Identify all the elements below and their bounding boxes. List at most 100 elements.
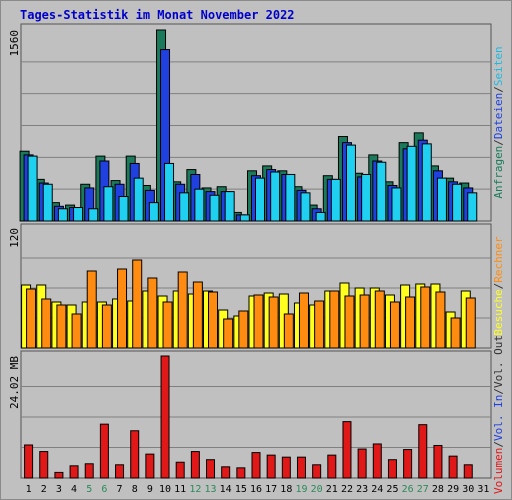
bar-hits-seiten-day-13 <box>209 194 220 222</box>
bar-hits-seiten-day-10 <box>164 162 175 222</box>
bar-visits-rechner-day-9 <box>147 277 158 349</box>
bar-volume-volumen-day-11 <box>175 461 185 479</box>
bar-hits-seiten-day-8 <box>133 177 144 222</box>
bar-hits-seiten-day-20 <box>315 211 326 222</box>
day-label-18: 18 <box>280 484 292 495</box>
legend-item: Vol. In <box>492 395 505 441</box>
bar-visits-rechner-day-13 <box>208 291 219 349</box>
bar-visits-rechner-day-28 <box>435 291 446 349</box>
bar-volume-volumen-day-14 <box>221 466 231 479</box>
bar-visits-rechner-day-24 <box>374 290 385 349</box>
bar-volume-volumen-day-19 <box>296 456 306 479</box>
bar-visits-rechner-day-29 <box>450 317 461 349</box>
day-label-6: 6 <box>101 484 107 495</box>
bar-visits-rechner-day-30 <box>465 297 476 349</box>
legend-item: Volumen <box>492 448 505 494</box>
bar-volume-volumen-day-6 <box>99 423 109 479</box>
bar-hits-seiten-day-21 <box>330 178 341 222</box>
bar-visits-rechner-day-14 <box>223 318 234 349</box>
day-label-19: 19 <box>295 484 307 495</box>
day-label-3: 3 <box>56 484 62 495</box>
bar-visits-rechner-day-12 <box>192 281 203 349</box>
day-label-26: 26 <box>402 484 414 495</box>
legend-item: Anfragen <box>492 146 505 199</box>
panel-volume-legend: Volumen/Vol. In/Vol. Out <box>492 335 505 494</box>
bar-volume-volumen-day-15 <box>236 467 246 479</box>
bar-volume-volumen-day-21 <box>327 454 337 479</box>
bar-hits-seiten-day-26 <box>406 145 417 222</box>
day-label-23: 23 <box>356 484 368 495</box>
day-label-10: 10 <box>159 484 171 495</box>
bar-volume-volumen-day-22 <box>342 421 352 479</box>
bar-visits-rechner-day-1 <box>26 288 37 349</box>
bar-hits-seiten-day-17 <box>270 171 281 222</box>
bar-hits-seiten-day-5 <box>88 208 99 222</box>
day-label-2: 2 <box>41 484 47 495</box>
bar-visits-rechner-day-16 <box>253 294 264 349</box>
chart-title: Tages-Statistik im Monat November 2022 <box>20 8 295 22</box>
bar-volume-volumen-day-13 <box>206 459 216 479</box>
bar-hits-seiten-day-16 <box>255 177 265 222</box>
day-label-13: 13 <box>204 484 216 495</box>
legend-item: / <box>492 86 505 93</box>
bar-visits-rechner-day-26 <box>405 296 416 349</box>
bar-visits-rechner-day-8 <box>132 259 143 349</box>
bar-volume-volumen-day-2 <box>39 451 49 479</box>
bar-hits-seiten-day-18 <box>285 173 296 222</box>
bar-hits-seiten-day-25 <box>391 187 402 222</box>
bar-visits-rechner-day-15 <box>238 310 249 349</box>
day-label-31: 31 <box>477 484 489 495</box>
legend-item: Vol. Out <box>492 335 505 388</box>
day-label-28: 28 <box>432 484 444 495</box>
legend-item: Rechner <box>492 236 505 283</box>
day-label-29: 29 <box>447 484 459 495</box>
bar-visits-rechner-day-3 <box>56 304 67 349</box>
bar-hits-seiten-day-7 <box>118 196 129 222</box>
bar-hits-seiten-day-23 <box>361 173 372 222</box>
legend-item: Dateien <box>492 93 505 139</box>
legend-item: / <box>492 139 505 146</box>
bar-visits-rechner-day-11 <box>177 271 188 349</box>
day-label-22: 22 <box>341 484 353 495</box>
bar-volume-volumen-day-9 <box>145 453 155 479</box>
bar-volume-volumen-day-1 <box>24 444 34 479</box>
bar-volume-volumen-day-18 <box>281 456 291 479</box>
panel-hits-legend: Anfragen/Dateien/Seiten <box>492 46 505 198</box>
bar-volume-volumen-day-7 <box>115 464 125 479</box>
bar-hits-seiten-day-22 <box>345 144 356 222</box>
bar-volume-volumen-day-10 <box>160 355 170 479</box>
bar-visits-rechner-day-25 <box>389 301 400 349</box>
legend-item: Besuche <box>492 289 505 335</box>
bar-hits-seiten-day-28 <box>436 177 447 222</box>
day-label-30: 30 <box>462 484 474 495</box>
legend-item: / <box>492 388 505 395</box>
bar-volume-volumen-day-17 <box>266 454 276 479</box>
bar-visits-rechner-day-17 <box>268 296 279 349</box>
panel-volume-ymax-label: 24.02 MB <box>8 356 21 409</box>
bar-hits-seiten-day-2 <box>42 183 53 222</box>
bar-volume-volumen-day-24 <box>372 443 382 479</box>
bar-visits-rechner-day-22 <box>344 295 355 349</box>
day-label-14: 14 <box>220 484 232 495</box>
bar-visits-rechner-day-27 <box>420 286 431 349</box>
day-label-20: 20 <box>311 484 323 495</box>
day-label-5: 5 <box>86 484 92 495</box>
day-label-15: 15 <box>235 484 247 495</box>
bar-hits-seiten-day-27 <box>421 143 432 222</box>
bar-hits-seiten-day-24 <box>376 161 387 222</box>
day-label-9: 9 <box>147 484 153 495</box>
bar-volume-volumen-day-23 <box>357 448 367 479</box>
panel-hits-ymax-label: 1560 <box>8 30 21 57</box>
day-label-1: 1 <box>26 484 32 495</box>
day-label-7: 7 <box>117 484 123 495</box>
bar-visits-rechner-day-10 <box>162 301 173 349</box>
bar-volume-volumen-day-12 <box>190 451 200 479</box>
bar-visits-rechner-day-6 <box>101 304 112 349</box>
bar-hits-seiten-day-14 <box>224 191 235 222</box>
bar-hits-seiten-day-4 <box>73 207 84 222</box>
bar-volume-volumen-day-25 <box>387 459 397 479</box>
bar-volume-volumen-day-29 <box>448 455 458 479</box>
bar-volume-volumen-day-3 <box>54 471 64 479</box>
bar-hits-seiten-day-29 <box>452 183 463 222</box>
